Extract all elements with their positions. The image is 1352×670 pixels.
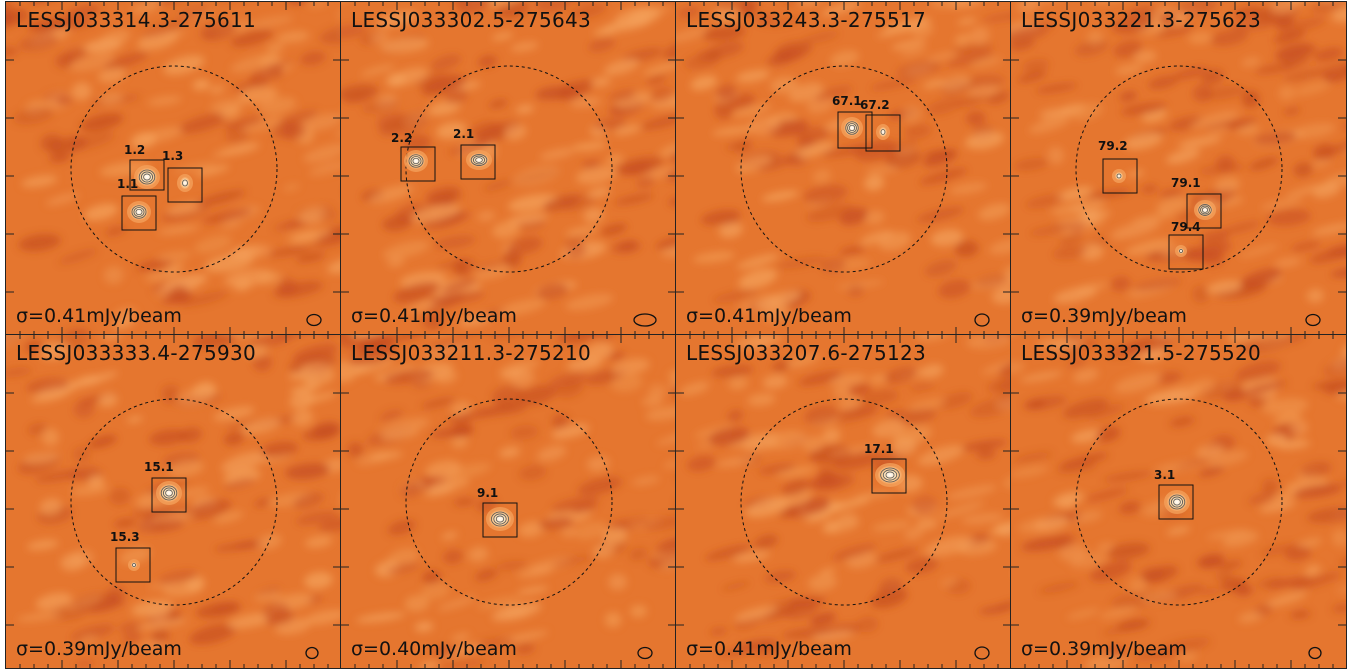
- radio-map: 17.1: [676, 335, 1011, 668]
- source-marker: 67.1: [832, 94, 873, 149]
- source-label: 79.1: [1171, 176, 1201, 190]
- source-marker: 3.1: [1154, 468, 1194, 520]
- map-panel: 9.1 LESSJ033211.3-275210 σ=0.40mJy/beam: [340, 334, 677, 669]
- search-circle: [405, 398, 613, 606]
- panel-title: LESSJ033221.3-275623: [1021, 8, 1262, 32]
- source-marker: 67.2: [860, 98, 901, 152]
- source-marker: 2.2: [391, 131, 436, 182]
- panel-title: LESSJ033302.5-275643: [351, 8, 592, 32]
- beam-ellipse: [1308, 646, 1322, 660]
- source-label: 67.2: [860, 98, 890, 112]
- source-box: [1158, 484, 1194, 520]
- source-box: [837, 111, 873, 149]
- map-panel: 15.1 15.3 LESSJ033333.4-275930 σ=0.39mJy/be…: [5, 334, 342, 669]
- map-panel: 1.2 1.3 1.1 LESSJ033314.3-275611 σ=0.41mJy/b…: [5, 1, 342, 336]
- radio-map: 3.1: [1011, 335, 1346, 668]
- source-marker: 79.1: [1171, 176, 1222, 229]
- source-label: 3.1: [1154, 468, 1175, 482]
- source-label: 17.1: [864, 442, 894, 456]
- source-box: [871, 458, 907, 494]
- source-box: [1168, 234, 1204, 270]
- source-box: [1102, 158, 1138, 194]
- noise-level: σ=0.41mJy/beam: [686, 305, 852, 327]
- source-label: 67.1: [832, 94, 862, 108]
- noise-level: σ=0.41mJy/beam: [16, 305, 182, 327]
- map-panel: 67.1 67.2 LESSJ033243.3-275517 σ=0.41mJy/be…: [675, 1, 1012, 336]
- noise-level: σ=0.39mJy/beam: [1021, 638, 1187, 660]
- source-marker: 1.3: [162, 149, 203, 203]
- noise-level: σ=0.40mJy/beam: [351, 638, 517, 660]
- panel-title: LESSJ033321.5-275520: [1021, 341, 1262, 365]
- beam-ellipse: [633, 313, 657, 327]
- map-panel: 3.1 LESSJ033321.5-275520 σ=0.39mJy/beam: [1010, 334, 1347, 669]
- image-grid: 1.2 1.3 1.1 LESSJ033314.3-275611 σ=0.41mJy/b…: [5, 1, 1347, 669]
- radio-map: 67.167.2: [676, 2, 1011, 335]
- map-panel: 17.1 LESSJ033207.6-275123 σ=0.41mJy/beam: [675, 334, 1012, 669]
- radio-map: 79.2 79.1 79.4: [1011, 2, 1346, 335]
- source-label: 2.2: [391, 131, 412, 145]
- source-box: [167, 167, 203, 203]
- source-box: [129, 159, 165, 191]
- search-circle: [1075, 65, 1283, 273]
- source-box: [115, 547, 151, 583]
- noise-level: σ=0.41mJy/beam: [686, 638, 852, 660]
- search-circle: [405, 65, 613, 273]
- map-panel: 2.2 2.1 LESSJ033302.5-275643 σ=0.41mJy/beam: [340, 1, 677, 336]
- beam-ellipse: [1305, 313, 1321, 327]
- source-box: [121, 195, 157, 231]
- radio-map: 15.1 15.3: [6, 335, 341, 668]
- source-marker: 15.1: [144, 460, 187, 513]
- beam-ellipse: [306, 313, 322, 327]
- source-label: 15.1: [144, 460, 174, 474]
- beam-ellipse: [974, 646, 990, 660]
- source-marker: 1.2: [124, 143, 165, 191]
- source-box: [460, 144, 496, 180]
- noise-level: σ=0.41mJy/beam: [351, 305, 517, 327]
- noise-level: σ=0.39mJy/beam: [1021, 305, 1187, 327]
- source-box: [151, 477, 187, 513]
- panel-title: LESSJ033211.3-275210: [351, 341, 592, 365]
- panel-title: LESSJ033314.3-275611: [16, 8, 257, 32]
- source-label: 1.2: [124, 143, 145, 157]
- radio-map: 1.2 1.3 1.1: [6, 2, 341, 335]
- search-circle: [70, 398, 278, 606]
- source-marker: 1.1: [117, 177, 157, 231]
- source-label: 1.3: [162, 149, 183, 163]
- source-label: 1.1: [117, 177, 138, 191]
- source-label: 79.4: [1171, 220, 1201, 234]
- source-label: 15.3: [110, 530, 140, 544]
- search-circle: [740, 65, 948, 273]
- panel-title: LESSJ033207.6-275123: [686, 341, 927, 365]
- search-circle: [70, 65, 278, 273]
- source-box: [1186, 193, 1222, 229]
- source-marker: 9.1: [477, 486, 518, 538]
- panel-title: LESSJ033243.3-275517: [686, 8, 927, 32]
- source-marker: 79.4: [1168, 220, 1204, 270]
- source-marker: 15.3: [110, 530, 151, 583]
- search-circle: [1075, 398, 1283, 606]
- beam-ellipse: [974, 313, 990, 327]
- source-marker: 79.2: [1098, 139, 1138, 194]
- search-circle: [740, 398, 948, 606]
- map-panel: 79.2 79.1 79.4 LESSJ033221.3-275623 σ=0.39mJ…: [1010, 1, 1347, 336]
- beam-ellipse: [305, 646, 319, 660]
- source-label: 2.1: [453, 127, 474, 141]
- panel-title: LESSJ033333.4-275930: [16, 341, 257, 365]
- source-box: [400, 146, 436, 182]
- source-box: [482, 502, 518, 538]
- beam-ellipse: [637, 646, 653, 660]
- source-label: 79.2: [1098, 139, 1128, 153]
- radio-map: 2.2 2.1: [341, 2, 676, 335]
- noise-level: σ=0.39mJy/beam: [16, 638, 182, 660]
- source-marker: 2.1: [453, 127, 496, 180]
- radio-map: 9.1: [341, 335, 676, 668]
- source-label: 9.1: [477, 486, 498, 500]
- source-marker: 17.1: [864, 442, 907, 494]
- source-box: [865, 114, 901, 152]
